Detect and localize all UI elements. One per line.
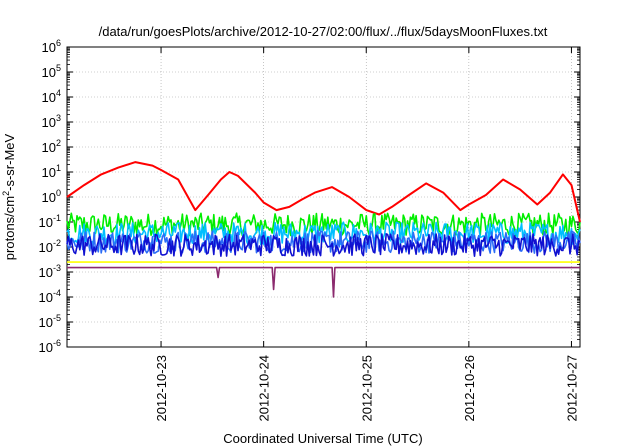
x-tick-label: 2012-10-24 bbox=[257, 355, 272, 422]
series-line-0 bbox=[66, 161, 581, 223]
y-axis: 10-610-510-410-310-210-11001011021031041… bbox=[39, 38, 580, 355]
y-tick-label: 10-2 bbox=[39, 238, 61, 255]
y-tick-label: 105 bbox=[42, 63, 61, 80]
y-tick-label: 100 bbox=[42, 188, 61, 205]
y-tick-label-exp: -6 bbox=[53, 338, 61, 348]
y-tick-label: 104 bbox=[42, 88, 61, 105]
y-axis-label-suffix: -s-sr-MeV bbox=[2, 133, 17, 190]
x-tick-label: 2012-10-25 bbox=[359, 355, 374, 422]
y-tick-label-exp: -5 bbox=[53, 313, 61, 323]
series-line-6 bbox=[67, 266, 580, 298]
y-tick-label-exp: 6 bbox=[56, 38, 61, 48]
series-layer bbox=[66, 161, 581, 298]
y-tick-label: 101 bbox=[42, 163, 61, 180]
plot-frame bbox=[66, 46, 581, 348]
y-tick-label: 102 bbox=[42, 138, 61, 155]
y-tick-label-base: 10 bbox=[39, 265, 53, 280]
y-axis-label-sup: 2 bbox=[1, 191, 11, 196]
y-tick-label: 10-3 bbox=[39, 263, 61, 280]
y-tick-label-exp: -3 bbox=[53, 263, 61, 273]
y-axis-label-prefix: protons/cm bbox=[2, 196, 17, 260]
y-tick-label-base: 10 bbox=[42, 115, 56, 130]
y-tick-label-base: 10 bbox=[39, 340, 53, 355]
y-tick-label-base: 10 bbox=[42, 165, 56, 180]
y-tick-label-base: 10 bbox=[39, 215, 53, 230]
y-tick-label-exp: 2 bbox=[56, 138, 61, 148]
x-axis-label: Coordinated Universal Time (UTC) bbox=[223, 431, 422, 446]
x-tick-label: 2012-10-27 bbox=[564, 355, 579, 422]
y-tick-label-base: 10 bbox=[42, 40, 56, 55]
y-tick-label: 10-1 bbox=[39, 213, 61, 230]
y-tick-label: 10-4 bbox=[39, 288, 61, 305]
y-tick-label-exp: 4 bbox=[56, 88, 61, 98]
y-tick-label-base: 10 bbox=[42, 190, 56, 205]
y-tick-label: 10-5 bbox=[39, 313, 61, 330]
chart-title: /data/run/goesPlots/archive/2012-10-27/0… bbox=[99, 24, 548, 39]
grid-lines bbox=[67, 47, 580, 347]
y-tick-label: 103 bbox=[42, 113, 61, 130]
y-tick-label-exp: 1 bbox=[56, 163, 61, 173]
y-tick-label-exp: -1 bbox=[53, 213, 61, 223]
series-line-4 bbox=[66, 233, 581, 257]
y-tick-label-base: 10 bbox=[42, 90, 56, 105]
y-tick-label-base: 10 bbox=[39, 315, 53, 330]
series-line-2 bbox=[66, 221, 581, 246]
x-axis: 2012-10-23 2012-10-24 2012-10-25 2012-10-26… bbox=[154, 47, 579, 422]
y-tick-label-exp: 0 bbox=[56, 188, 61, 198]
y-tick-label-base: 10 bbox=[39, 290, 53, 305]
series-line-3 bbox=[66, 229, 581, 254]
y-tick-label-exp: -2 bbox=[53, 238, 61, 248]
y-tick-label-exp: 3 bbox=[56, 113, 61, 123]
y-tick-label-base: 10 bbox=[42, 140, 56, 155]
x-tick-label: 2012-10-23 bbox=[154, 355, 169, 422]
y-tick-label-base: 10 bbox=[42, 65, 56, 80]
y-tick-label: 10-6 bbox=[39, 338, 61, 355]
x-tick-label: 2012-10-26 bbox=[462, 355, 477, 422]
y-tick-label-base: 10 bbox=[39, 240, 53, 255]
y-axis-label: protons/cm2-s-sr-MeV bbox=[1, 133, 17, 260]
y-tick-label-exp: -4 bbox=[53, 288, 61, 298]
y-tick-label: 106 bbox=[42, 38, 61, 55]
y-tick-label-exp: 5 bbox=[56, 63, 61, 73]
